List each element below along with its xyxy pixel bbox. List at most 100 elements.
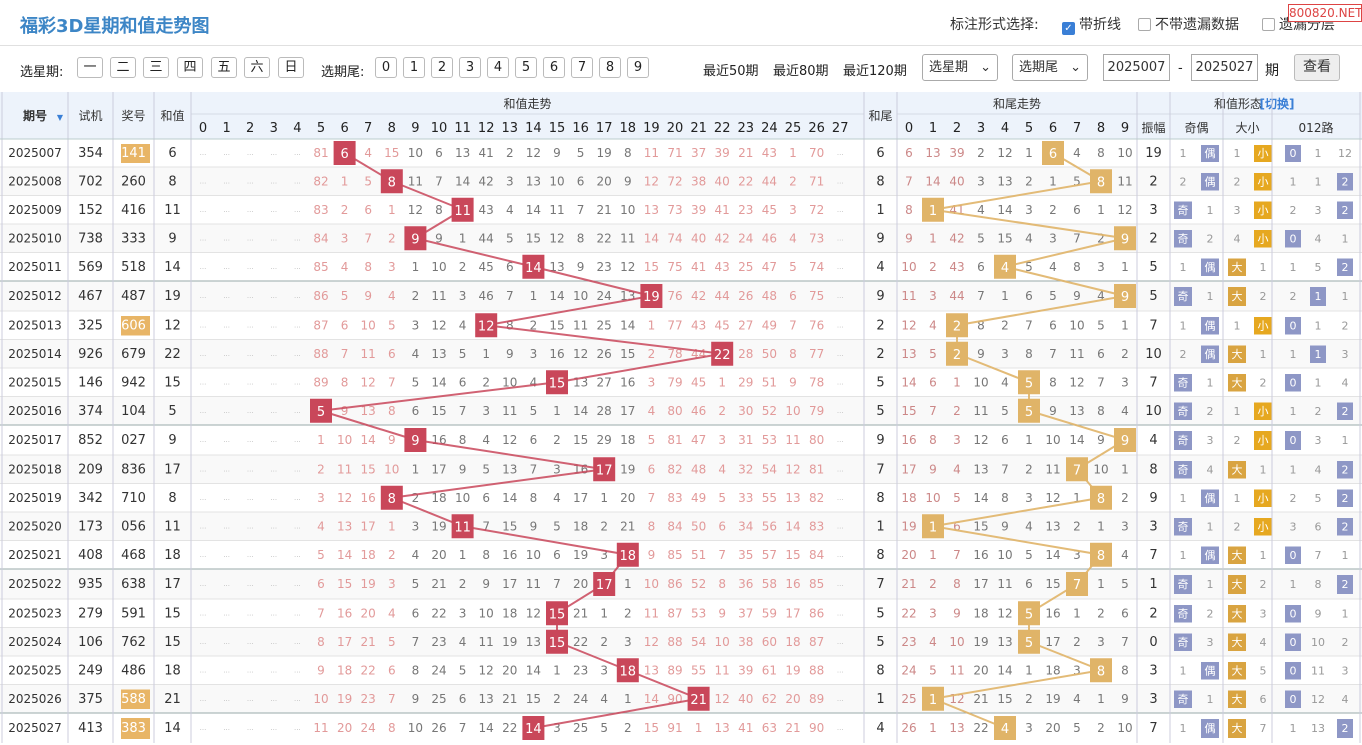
- week-button-7[interactable]: 日: [278, 57, 304, 78]
- tail-button-8[interactable]: 8: [599, 57, 621, 78]
- omission-cell: 14: [455, 174, 470, 188]
- tail-button-6[interactable]: 6: [543, 57, 565, 78]
- week-button-1[interactable]: 一: [77, 57, 103, 78]
- odd-even-count: 1: [1207, 376, 1214, 389]
- big-small-count: 2: [1234, 175, 1241, 188]
- period-cell: 2025009: [8, 203, 61, 217]
- week-button-6[interactable]: 六: [244, 57, 270, 78]
- prize-cell: 383: [121, 721, 146, 736]
- omission-cell: ···: [223, 496, 230, 504]
- week-select[interactable]: 选星期 ⌄: [922, 54, 998, 81]
- odd-even-badge: [1174, 230, 1192, 248]
- odd-even-badge: [1174, 575, 1192, 594]
- sum-cell: 14: [164, 260, 181, 275]
- tail-cell: 9: [876, 231, 884, 246]
- tail-omission-cell: 1: [1121, 462, 1129, 476]
- recent-120-link[interactable]: 最近120期: [843, 64, 907, 79]
- omission-cell: ···: [294, 668, 301, 676]
- omission-cell: ···: [294, 553, 301, 561]
- omission-cell: 12: [715, 692, 730, 706]
- sum-axis-label: 20: [667, 121, 684, 136]
- tail-button-7[interactable]: 7: [571, 57, 593, 78]
- omission-cell: 61: [762, 663, 777, 677]
- omission-cell: ···: [247, 582, 254, 590]
- table-row: [0, 627, 1362, 656]
- sum-axis-label: 14: [525, 121, 542, 136]
- amplitude-cell: 2: [1149, 174, 1157, 189]
- tail-select[interactable]: 选期尾 ⌄: [1012, 54, 1088, 81]
- sum-hit-value: 6: [340, 147, 348, 162]
- omission-cell: ···: [223, 697, 230, 705]
- omission-cell: 8: [412, 663, 420, 677]
- omission-cell: 9: [482, 577, 490, 591]
- omission-cell: 1: [718, 375, 726, 389]
- tail-omission-cell: 1: [1049, 174, 1057, 188]
- tail-omission-cell: 5: [929, 663, 937, 677]
- period-to-input[interactable]: 2025027: [1191, 54, 1258, 81]
- option-with-line[interactable]: ✓ 带折线: [1062, 14, 1121, 35]
- omission-cell: 16: [785, 577, 800, 591]
- amplitude-cell: 3: [1149, 203, 1157, 218]
- switch-link[interactable]: [切换]: [1260, 96, 1295, 111]
- sum-hit-box: [380, 169, 403, 194]
- sum-hit-box: [451, 197, 474, 222]
- period-cell: 2025017: [8, 433, 61, 447]
- sum-axis-label: 15: [549, 121, 566, 136]
- option-no-omission[interactable]: 不带遗漏数据: [1138, 14, 1239, 34]
- week-button-4[interactable]: 四: [177, 57, 203, 78]
- tail-omission-cell: 7: [1001, 462, 1009, 476]
- tail-button-3[interactable]: 3: [459, 57, 481, 78]
- sum-cell: 17: [164, 577, 181, 592]
- week-button-3[interactable]: 三: [143, 57, 169, 78]
- tail-button-0[interactable]: 0: [375, 57, 397, 78]
- omission-cell: ···: [294, 611, 301, 619]
- omission-cell: ···: [223, 380, 230, 388]
- recent-50-link[interactable]: 最近50期: [703, 64, 759, 79]
- sum-hit-value: 8: [388, 175, 396, 190]
- prize-cell: 056: [121, 519, 146, 534]
- omission-cell: ···: [223, 726, 230, 734]
- omission-cell: 26: [738, 289, 753, 303]
- omission-cell: 5: [459, 663, 467, 677]
- omission-cell: 22: [738, 174, 753, 188]
- week-button-5[interactable]: 五: [211, 57, 237, 78]
- omission-cell: 1: [341, 174, 349, 188]
- checkbox-checked-icon[interactable]: ✓: [1062, 22, 1075, 35]
- omission-cell: 18: [620, 433, 635, 447]
- omission-cell: 14: [573, 404, 588, 418]
- omission-cell: 85: [809, 577, 824, 591]
- week-button-2[interactable]: 二: [110, 57, 136, 78]
- sum-axis-label: 27: [832, 121, 849, 136]
- tail-button-9[interactable]: 9: [627, 57, 649, 78]
- tail-button-5[interactable]: 5: [515, 57, 537, 78]
- recent-80-link[interactable]: 最近80期: [773, 64, 829, 79]
- prize-cell: 836: [121, 462, 146, 477]
- tail-button-4[interactable]: 4: [487, 57, 509, 78]
- omission-cell: ···: [270, 265, 277, 273]
- omission-cell: 39: [738, 663, 753, 677]
- sum-axis-label: 6: [340, 121, 348, 136]
- tail-button-1[interactable]: 1: [403, 57, 425, 78]
- week-filter-label: 选星期:: [20, 65, 64, 80]
- view-button[interactable]: 查看: [1294, 54, 1340, 81]
- tail-omission-cell: 6: [1073, 203, 1081, 217]
- tail-omission-cell: 11: [973, 404, 988, 418]
- checkbox-icon[interactable]: [1262, 18, 1275, 31]
- omission-cell: 44: [479, 231, 494, 245]
- prize-cell: 486: [121, 663, 146, 678]
- tail-omission-cell: 13: [1069, 404, 1084, 418]
- sum-hit-value: 15: [549, 607, 566, 622]
- checkbox-icon[interactable]: [1138, 18, 1151, 31]
- omission-cell: 7: [412, 635, 420, 649]
- tail-omission-cell: 2: [1097, 606, 1105, 620]
- period-cell: 2025020: [8, 519, 61, 533]
- big-small-badge: [1228, 461, 1246, 479]
- period-from-input[interactable]: 2025007: [1103, 54, 1170, 81]
- omission-cell: ···: [223, 294, 230, 302]
- tail-omission-cell: 26: [901, 721, 916, 735]
- tail-button-2[interactable]: 2: [431, 57, 453, 78]
- omission-cell: ···: [294, 640, 301, 648]
- omission-cell: 3: [341, 231, 349, 245]
- tail-omission-cell: 9: [1001, 519, 1009, 533]
- big-small-label: 大: [1232, 289, 1243, 303]
